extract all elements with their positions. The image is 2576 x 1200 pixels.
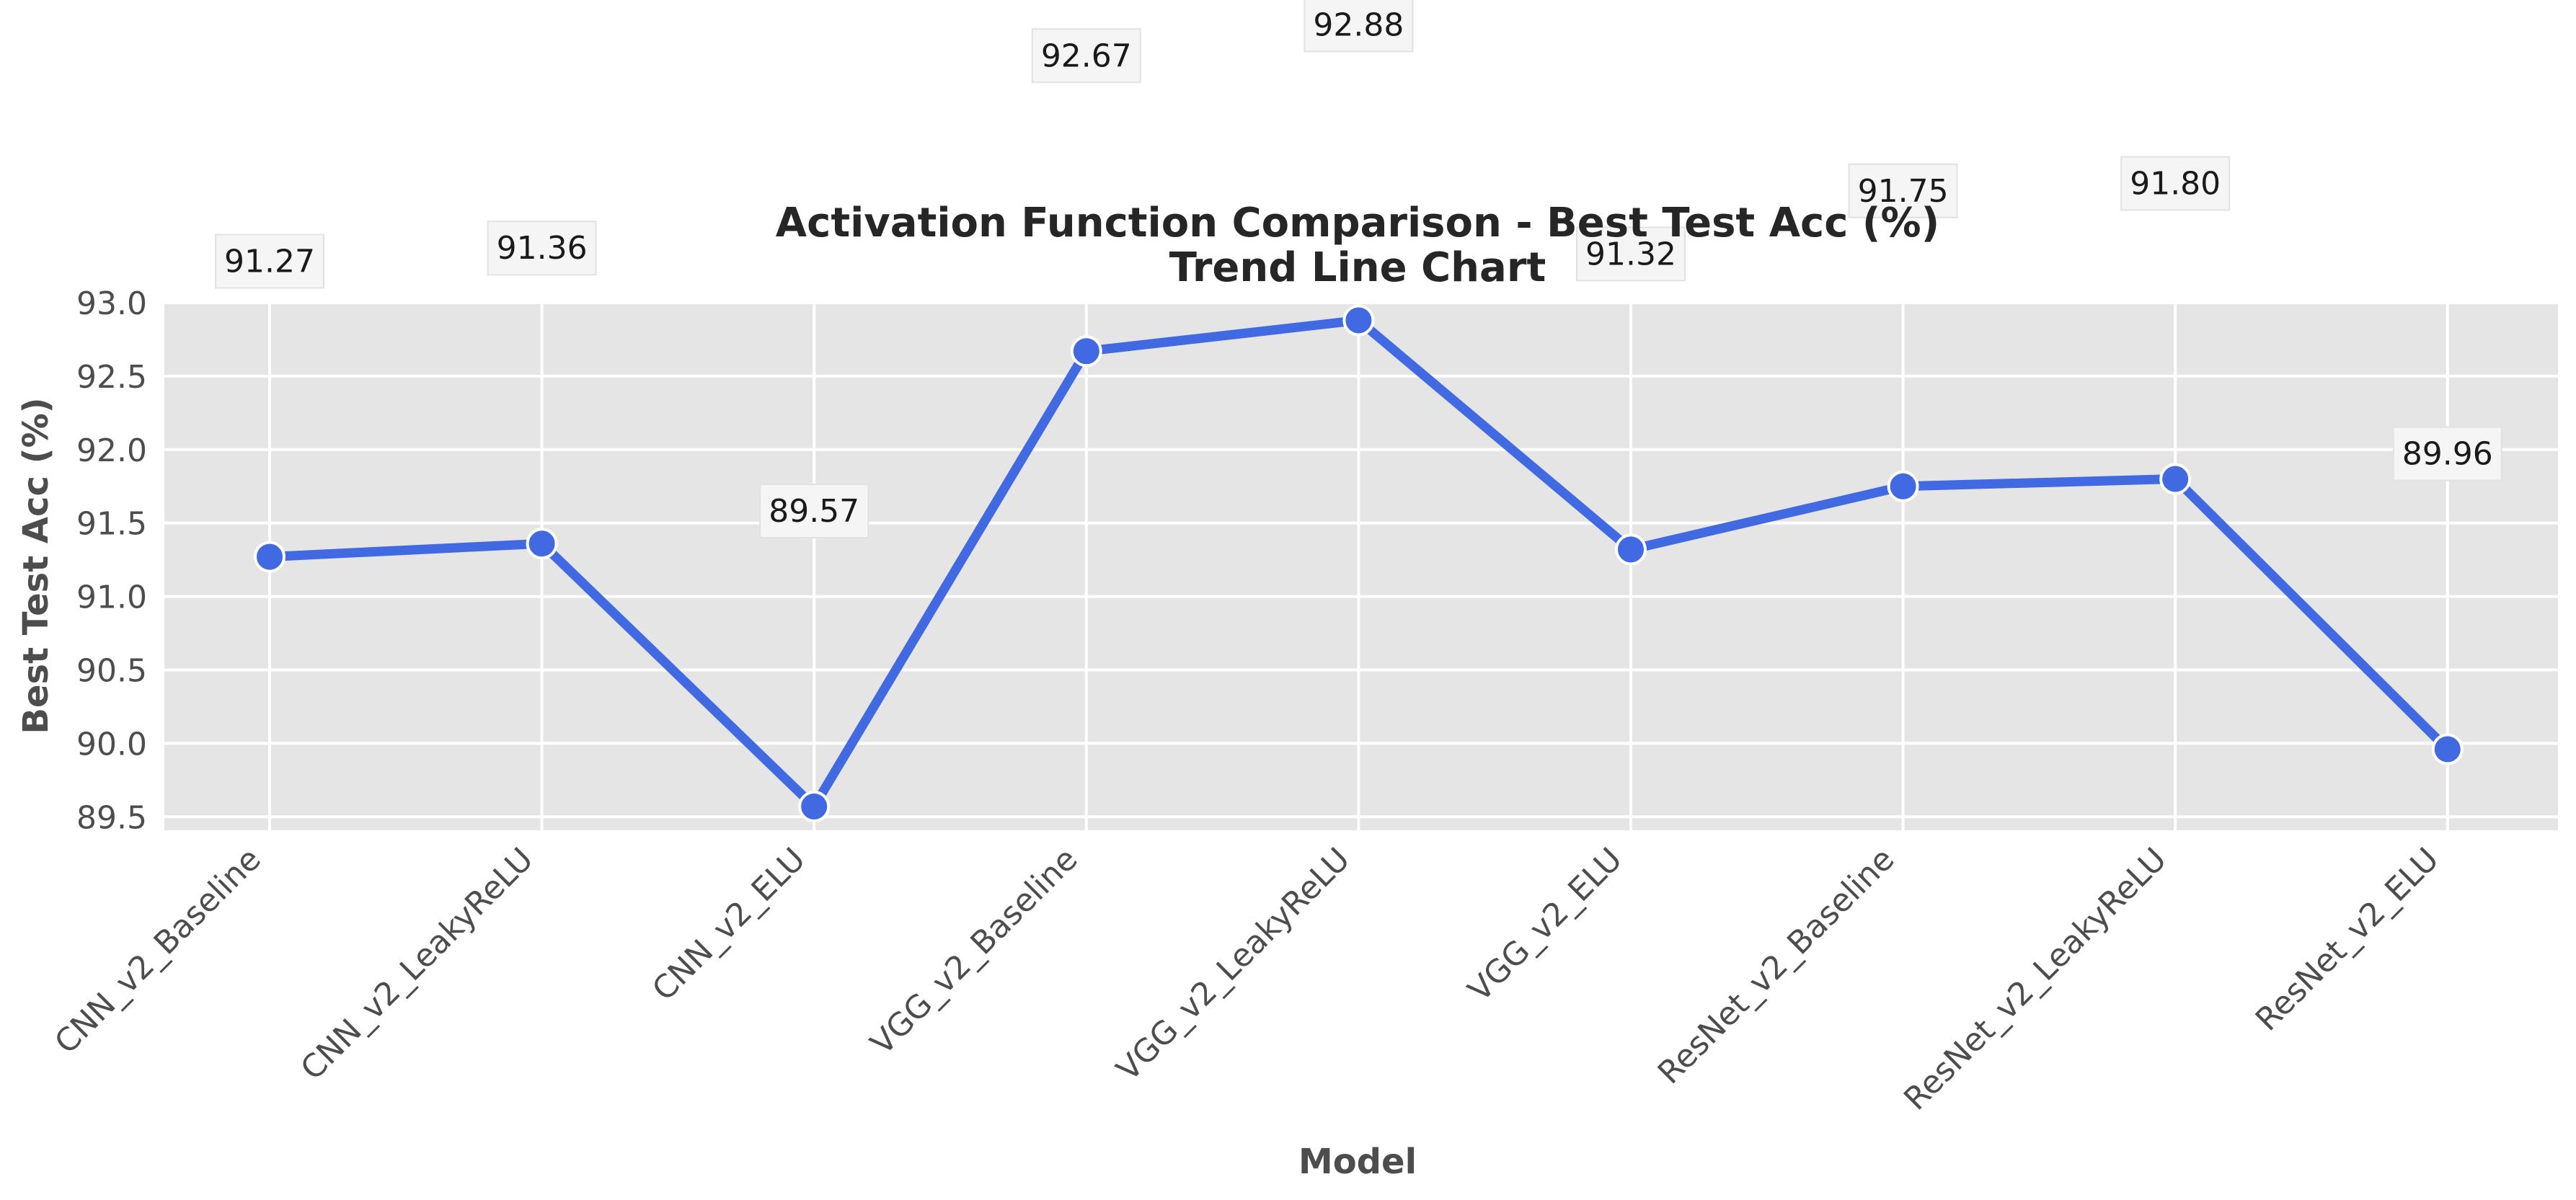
data-label-box [487,221,597,276]
y-axis-title: Best Test Acc (%) [16,397,56,734]
data-point [2431,733,2464,765]
data-label-box [1031,28,1141,84]
y-tick-label: 93.0 [76,285,147,322]
x-axis-title: Model [1298,1142,1417,1182]
data-point [526,528,558,560]
data-label: 91.27 [215,234,324,289]
chart-title: Activation Function Comparison - Best Te… [776,200,1939,246]
x-tick-label: ResNet_v2_ELU [2249,841,2446,1039]
data-label: 92.67 [1031,28,1141,84]
data-label-text: 91.80 [2130,166,2221,203]
data-label-box [1848,163,1958,218]
data-label: 91.36 [487,221,597,276]
data-label: 91.75 [1848,163,1958,218]
y-tick-label: 89.5 [76,799,147,836]
data-label: 91.80 [2120,156,2231,211]
data-label: 91.32 [1576,226,1686,282]
x-tick-label: VGG_v2_Baseline [864,841,1085,1062]
x-tick-label: ResNet_v2_LeakyReLU [1897,841,2174,1118]
data-label: 89.96 [2392,426,2502,481]
y-tick-label: 90.5 [76,653,147,690]
y-axis-ticks: 89.5 90.0 90.5 91.0 91.5 92.0 92.5 93.0 [76,285,147,836]
data-label-text: 91.75 [1858,173,1949,210]
data-point [254,541,286,573]
data-label-box [215,234,324,289]
x-tick-label: VGG_v2_LeakyReLU [1110,841,1357,1088]
x-axis-ticks: CNN_v2_Baseline CNN_v2_LeakyReLU CNN_v2_EL… [48,841,2446,1118]
data-point [1070,335,1102,368]
data-label-box [2392,426,2502,481]
chart-subtitle: Trend Line Chart [1169,244,1546,291]
plot-area [164,301,2558,830]
data-label-box [759,484,869,539]
x-tick-label: ResNet_v2_Baseline [1651,841,1901,1091]
y-tick-label: 92.5 [76,359,147,396]
data-label-box [2120,156,2231,211]
data-point [1887,470,1919,502]
x-tick-label: CNN_v2_ELU [645,841,813,1008]
data-label-text: 91.27 [224,244,315,280]
y-tick-label: 91.0 [76,579,147,616]
x-tick-label: CNN_v2_LeakyReLU [293,841,540,1088]
y-tick-label: 92.0 [76,432,147,469]
data-label-text: 91.36 [497,230,588,267]
data-label-text: 92.88 [1313,6,1404,43]
data-label-text: 91.32 [1585,236,1676,272]
data-labels: 91.27 91.36 89.57 92.67 92.88 91.32 91.75 91.80… [215,0,2502,539]
data-label-text: 89.57 [769,493,859,530]
data-point [1615,533,1647,566]
x-tick-label: VGG_v2_ELU [1461,841,1629,1009]
data-label-text: 89.96 [2402,436,2493,473]
data-label: 92.88 [1304,0,1414,53]
data-point [1342,304,1375,337]
y-tick-label: 90.0 [76,726,147,763]
y-tick-label: 91.5 [76,506,147,543]
data-point [798,791,831,823]
x-tick-label: CNN_v2_Baseline [48,841,268,1062]
data-label-text: 92.67 [1041,37,1132,74]
data-points [254,304,2464,823]
data-label-box [1304,0,1414,53]
data-label-box [1576,226,1686,282]
data-label: 89.57 [759,484,869,539]
grid-lines [164,301,2558,830]
data-point [2159,463,2192,495]
